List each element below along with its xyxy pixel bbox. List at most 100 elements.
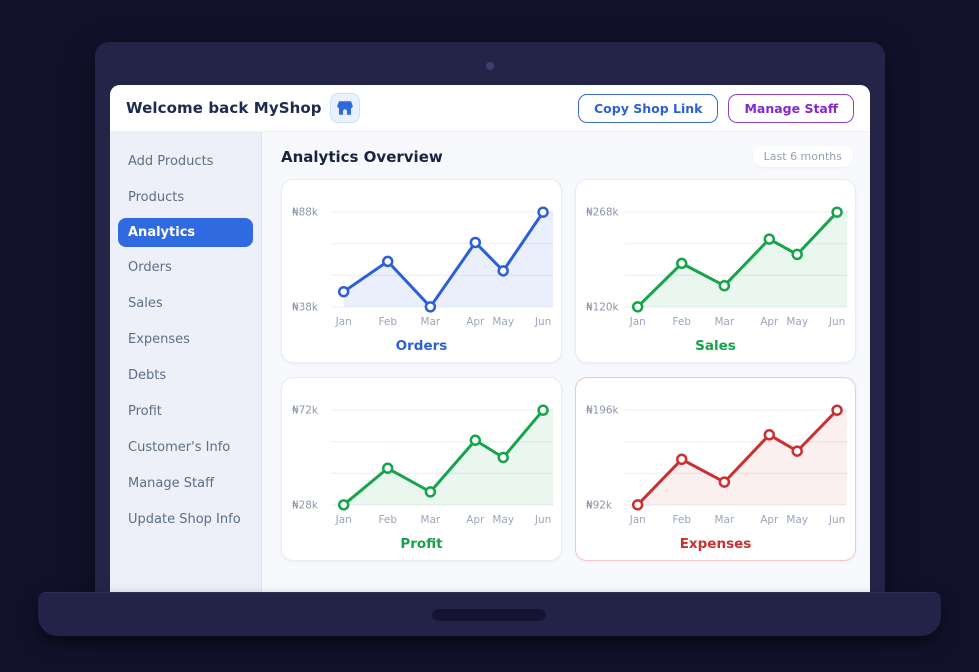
expenses-point-mar (718, 476, 731, 488)
date-range-badge: Last 6 months (752, 146, 853, 167)
welcome-title: Welcome back MyShop (126, 99, 322, 117)
orders-chart: ₦88k ₦38k Jan Feb Mar Apr May Jun (292, 206, 554, 328)
profit-card: ₦72k ₦28k Jan Feb Mar Apr May Jun Profit (281, 377, 562, 561)
sales-chart: ₦268k ₦120k Jan Feb Mar Apr May Jun (586, 206, 848, 328)
page-title: Analytics Overview (281, 147, 443, 166)
sidebar-item-add-products[interactable]: Add Products (128, 154, 214, 169)
sales-point-feb (675, 257, 688, 270)
laptop-base (38, 592, 941, 636)
sales-y-max-label: ₦268k (586, 207, 620, 219)
sales-chart-title: Sales (695, 338, 736, 354)
sidebar-item-profit[interactable]: Profit (128, 404, 162, 419)
sidebar-item-products[interactable]: Products (128, 190, 185, 205)
profit-point-apr (469, 434, 482, 446)
sidebar-list: Add Products Products Analytics Orders Sales… (110, 146, 261, 535)
app-header: Welcome back MyShop Copy Shop Link Manag… (110, 85, 870, 132)
app-body: Add Products Products Analytics Orders Sales… (110, 132, 870, 592)
sidebar-item-expenses[interactable]: Expenses (128, 332, 190, 347)
main-content: Analytics Overview Last 6 months ₦88k ₦38… (262, 132, 870, 592)
sales-x-label-feb: Feb (672, 316, 691, 328)
shop-icon-box (329, 93, 360, 123)
expenses-area-fill (637, 410, 848, 505)
header-actions: Copy Shop Link Manage Staff (578, 93, 854, 123)
manage-staff-button[interactable]: Manage Staff (728, 93, 854, 123)
orders-card: ₦88k ₦38k Jan Feb Mar Apr May Jun Orders (281, 179, 562, 363)
sidebar-item-analytics[interactable]: Analytics (118, 218, 253, 247)
sidebar-item-update-shop-info[interactable]: Update Shop Info (128, 512, 241, 527)
profit-x-label-may: May (492, 514, 514, 526)
sidebar-item-sales[interactable]: Sales (128, 296, 163, 311)
sales-point-mar (718, 279, 731, 292)
expenses-card: ₦196k ₦92k Jan Feb Mar Apr May Jun Expenses (575, 377, 856, 561)
orders-x-label-mar: Mar (421, 316, 441, 328)
orders-point-may (497, 265, 509, 277)
expenses-point-feb (675, 453, 688, 466)
profit-x-label-jan: Jan (335, 514, 352, 526)
orders-y-min-label: ₦38k (292, 301, 319, 313)
sales-line (636, 210, 839, 309)
orders-x-label-jan: Jan (335, 316, 352, 328)
charts-grid: ₦88k ₦38k Jan Feb Mar Apr May Jun Orders ₦268k ₦12… (281, 179, 856, 561)
profit-x-label-feb: Feb (378, 514, 397, 526)
orders-x-label-jun: Jun (534, 316, 551, 328)
profit-y-max-label: ₦72k (292, 405, 319, 417)
orders-x-label-feb: Feb (378, 316, 397, 328)
sales-card: ₦268k ₦120k Jan Feb Mar Apr May Jun Sales (575, 179, 856, 363)
sales-x-label-jun: Jun (828, 316, 845, 328)
orders-area-fill (343, 212, 554, 307)
expenses-chart: ₦196k ₦92k Jan Feb Mar Apr May Jun (586, 404, 848, 526)
profit-point-jun (537, 404, 549, 416)
expenses-x-label-jan: Jan (629, 514, 646, 526)
expenses-y-min-label: ₦92k (586, 499, 613, 511)
sidebar-item-debts[interactable]: Debts (128, 368, 167, 383)
sales-point-jun (831, 206, 843, 218)
expenses-point-may (791, 445, 803, 457)
sales-point-jan (631, 301, 644, 313)
sidebar-item-orders[interactable]: Orders (128, 260, 172, 275)
sales-y-min-label: ₦120k (586, 301, 620, 313)
sidebar-item-customer-s-info[interactable]: Customer's Info (128, 440, 231, 455)
orders-point-apr (469, 236, 482, 249)
sidebar: Add Products Products Analytics Orders Sales… (110, 132, 262, 592)
profit-point-jan (337, 499, 350, 511)
expenses-x-label-mar: Mar (715, 514, 735, 526)
sales-x-label-apr: Apr (760, 316, 779, 328)
profit-point-mar (424, 486, 437, 498)
expenses-x-label-jun: Jun (828, 514, 845, 526)
expenses-point-jan (631, 499, 644, 511)
profit-x-label-mar: Mar (421, 514, 441, 526)
sales-point-may (791, 248, 803, 261)
expenses-x-label-feb: Feb (672, 514, 691, 526)
orders-x-label-may: May (492, 316, 514, 328)
expenses-y-max-label: ₦196k (586, 405, 620, 417)
camera-dot (486, 62, 494, 70)
orders-x-label-apr: Apr (466, 316, 485, 328)
orders-point-feb (381, 255, 394, 268)
profit-line (342, 408, 545, 507)
analytics-header-row: Analytics Overview Last 6 months (281, 146, 853, 167)
copy-shop-link-button[interactable]: Copy Shop Link (578, 93, 719, 123)
expenses-line (636, 408, 839, 507)
orders-point-mar (424, 301, 437, 313)
sales-x-label-mar: Mar (715, 316, 735, 328)
expenses-point-apr (763, 429, 776, 441)
expenses-point-jun (831, 404, 843, 416)
laptop-base-notch (432, 609, 546, 621)
orders-y-max-label: ₦88k (292, 207, 319, 219)
profit-point-feb (381, 462, 394, 474)
orders-point-jun (537, 206, 549, 218)
profit-x-label-apr: Apr (466, 514, 485, 526)
sales-point-apr (763, 233, 776, 245)
expenses-x-label-may: May (786, 514, 808, 526)
app-window: Welcome back MyShop Copy Shop Link Manag… (110, 85, 870, 592)
orders-line (342, 210, 545, 309)
storefront-icon (336, 101, 353, 115)
profit-point-may (497, 451, 509, 464)
sidebar-item-manage-staff[interactable]: Manage Staff (128, 476, 215, 491)
profit-x-label-jun: Jun (534, 514, 551, 526)
profit-area-fill (343, 410, 554, 505)
orders-point-jan (337, 285, 350, 298)
sales-area-fill (637, 212, 848, 307)
sales-x-label-jan: Jan (629, 316, 646, 328)
